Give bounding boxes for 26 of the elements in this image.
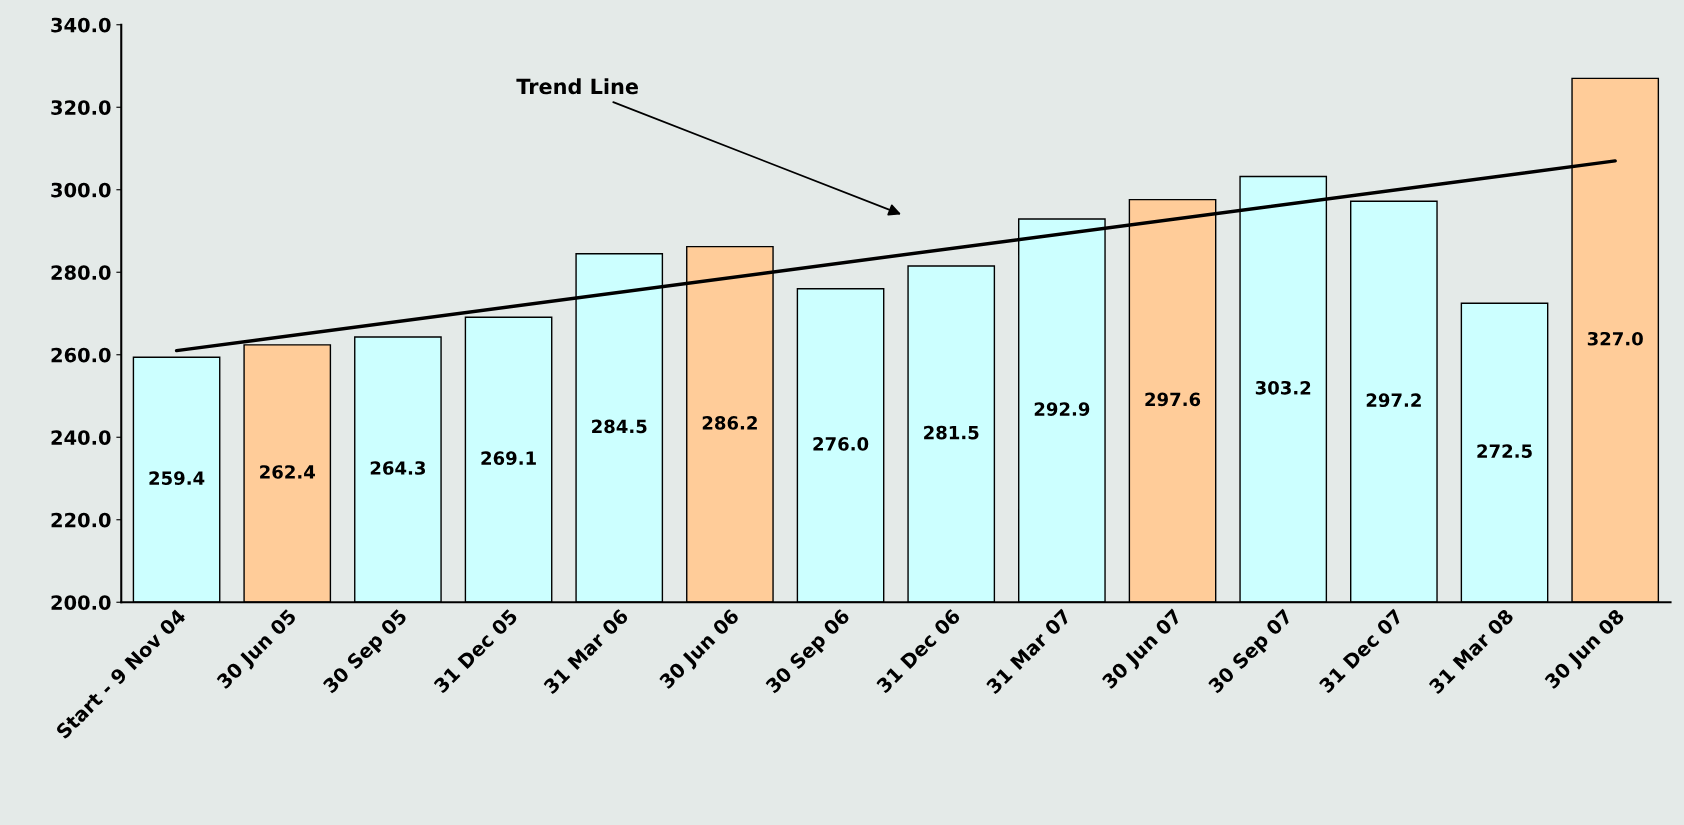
data-label: 292.9	[1034, 402, 1090, 416]
y-tick-label: 200.0	[51, 595, 111, 610]
data-label: 284.5	[592, 419, 647, 434]
data-label: 264.3	[370, 461, 426, 475]
y-tick-label: 340.0	[51, 17, 111, 33]
data-label: 259.4	[149, 471, 205, 485]
x-tick-label: 30 Sep 07	[1207, 608, 1296, 697]
data-label: 303.2	[1255, 380, 1311, 395]
y-tick-label: 260.0	[51, 347, 111, 363]
data-label: 262.4	[260, 465, 315, 479]
data-label: 276.0	[813, 437, 869, 451]
y-tick-label: 220.0	[51, 512, 111, 528]
x-tick-label: 30 Sep 06	[764, 608, 854, 697]
data-label: 297.2	[1366, 393, 1421, 408]
y-tick-label: 240.0	[51, 430, 111, 445]
data-label: 297.6	[1145, 392, 1201, 407]
y-tick-label: 320.0	[51, 100, 111, 115]
x-tick-label: 30 Sep 05	[322, 608, 411, 697]
data-label: 327.0	[1587, 331, 1643, 346]
data-label: 269.1	[481, 451, 536, 465]
data-label: 286.2	[702, 416, 757, 430]
y-tick-label: 280.0	[51, 265, 111, 280]
data-label: 281.5	[924, 425, 979, 440]
annotation: Trend Line	[516, 78, 638, 95]
data-label: 272.5	[1477, 444, 1532, 458]
y-tick-label: 300.0	[51, 182, 111, 198]
